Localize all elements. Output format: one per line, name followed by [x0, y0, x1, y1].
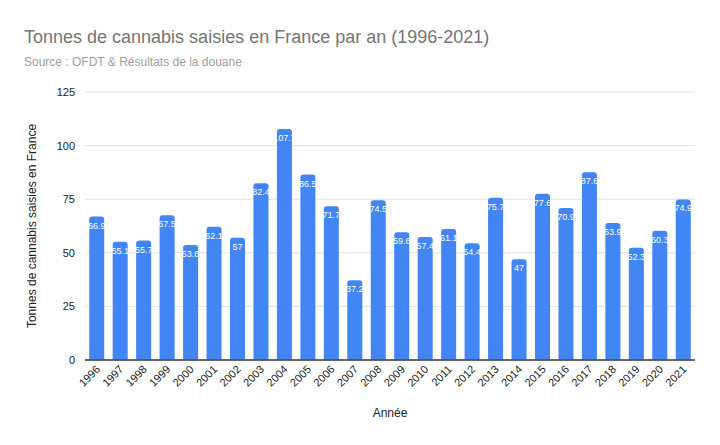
bar: [183, 245, 198, 360]
data-label: 57.4: [416, 241, 434, 251]
bar: [324, 206, 339, 360]
grid-line: [85, 199, 695, 200]
x-tick-label: 2012: [452, 363, 478, 389]
grid-line: [85, 360, 695, 361]
y-tick-label: 50: [63, 247, 75, 259]
y-tick-label: 125: [57, 86, 75, 98]
data-label: 37.2: [346, 284, 364, 294]
x-tick-label: 2000: [170, 363, 196, 389]
data-label: 52.3: [628, 252, 646, 262]
bar: [230, 238, 245, 360]
y-tick-label: 25: [63, 300, 75, 312]
x-tick-label: 2006: [311, 363, 337, 389]
bar: [582, 172, 597, 360]
data-label: 74.5: [370, 204, 388, 214]
grid-line: [85, 92, 695, 93]
x-tick-label: 2003: [241, 363, 267, 389]
bar: [207, 227, 222, 360]
y-tick-label: 100: [57, 140, 75, 152]
data-label: 61.1: [440, 233, 458, 243]
bar: [629, 248, 644, 360]
bar: [652, 231, 667, 360]
data-label: 62.1: [205, 231, 223, 241]
x-tick-label: 1996: [76, 363, 102, 389]
bar: [253, 183, 268, 360]
data-label: 71.7: [323, 210, 341, 220]
grid-line: [85, 252, 695, 253]
data-label: 66.9: [88, 221, 106, 231]
x-tick-label: 2013: [475, 363, 501, 389]
bar: [558, 208, 573, 360]
bar: [465, 243, 480, 360]
data-label: 82.4: [252, 187, 270, 197]
bar: [300, 175, 315, 360]
x-tick-label: 2007: [334, 363, 360, 389]
bar: [113, 242, 128, 360]
x-tick-label: 2005: [288, 363, 314, 389]
bar: [512, 259, 527, 360]
x-tick-label: 2020: [639, 363, 665, 389]
background: [0, 0, 720, 445]
bar: [676, 199, 691, 360]
data-label: 75.7: [487, 202, 505, 212]
x-axis-title: Année: [373, 406, 408, 420]
bar: [394, 232, 409, 360]
x-tick-label: 1997: [100, 363, 126, 389]
x-tick-label: 2008: [358, 363, 384, 389]
x-tick-label: 2019: [616, 363, 642, 389]
data-label: 87.6: [581, 176, 599, 186]
x-tick-label: 2017: [569, 363, 595, 389]
x-tick-label: 2011: [429, 363, 454, 388]
bar: [89, 217, 104, 360]
x-tick-label: 2018: [593, 363, 619, 389]
x-tick-label: 1998: [123, 363, 149, 389]
bar: [488, 198, 503, 360]
bar: [441, 229, 456, 360]
bar: [535, 194, 550, 360]
x-tick-label: 1999: [147, 363, 173, 389]
data-label: 57: [232, 242, 242, 252]
data-label: 67.5: [158, 219, 176, 229]
bar: [371, 200, 386, 360]
subtitle: Source : OFDT & Résultats de la douane: [24, 55, 242, 69]
bar: [418, 237, 433, 360]
data-label: 74.9: [675, 203, 693, 213]
x-axis-line: [85, 360, 695, 361]
data-label: 55.7: [135, 245, 153, 255]
grid-line: [85, 306, 695, 307]
data-label: 77.6: [534, 198, 552, 208]
chart: Tonnes de cannabis saisies en France par…: [0, 0, 720, 445]
bar: [277, 129, 292, 360]
data-label: 60.3: [651, 235, 669, 245]
bar: [160, 215, 175, 360]
data-label: 86.5: [299, 179, 317, 189]
x-tick-label: 2002: [217, 363, 243, 389]
x-tick-label: 2014: [499, 363, 525, 389]
data-label: 107.7: [273, 133, 296, 143]
bar: [136, 241, 151, 360]
y-axis-title: Tonnes de cannabis saisies en France: [25, 124, 39, 328]
x-tick-label: 2009: [381, 363, 407, 389]
data-label: 55.1: [111, 246, 129, 256]
x-tick-label: 2021: [663, 363, 689, 389]
data-label: 59.6: [393, 236, 411, 246]
data-label: 47: [514, 263, 524, 273]
data-label: 63.9: [604, 227, 622, 237]
x-tick-label: 2010: [405, 363, 431, 389]
data-label: 70.9: [557, 212, 575, 222]
x-tick-label: 2015: [522, 363, 548, 389]
x-tick-label: 2001: [194, 363, 220, 389]
bars: [89, 129, 691, 360]
grid-line: [85, 145, 695, 146]
data-label: 54.4: [463, 247, 481, 257]
y-tick-label: 0: [69, 354, 75, 366]
bar: [605, 223, 620, 360]
y-tick-label: 75: [63, 193, 75, 205]
x-tick-label: 2016: [546, 363, 572, 389]
data-label: 53.6: [182, 249, 200, 259]
x-tick-label: 2004: [264, 363, 290, 389]
title: Tonnes de cannabis saisies en France par…: [24, 27, 489, 47]
